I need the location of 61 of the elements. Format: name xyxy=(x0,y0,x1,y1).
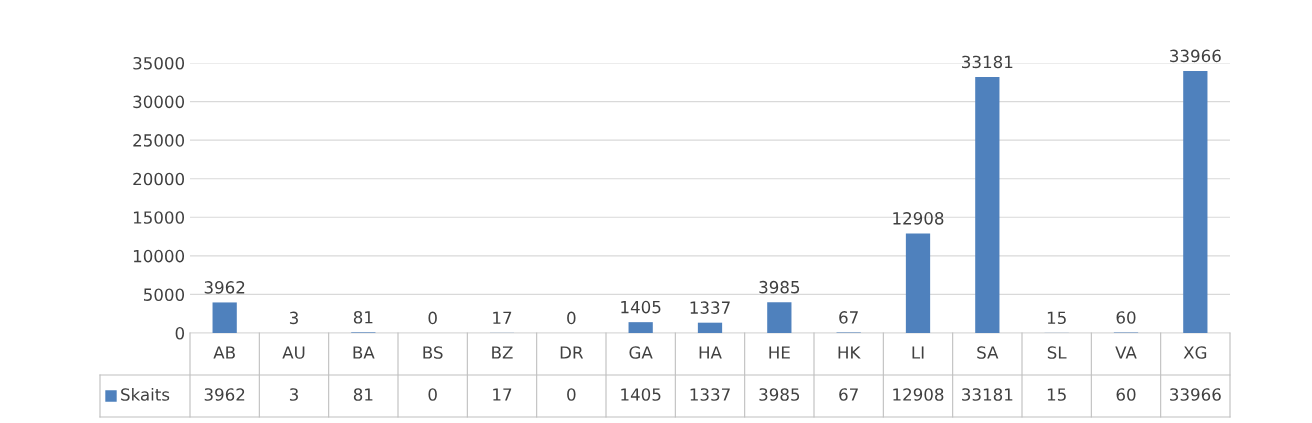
text: 3 xyxy=(289,388,298,401)
y-tick-label: 35000 xyxy=(133,56,185,70)
x-tick-label: XG xyxy=(1183,346,1207,359)
x-tick-label: HK xyxy=(838,346,861,359)
x-tick-label: DR xyxy=(560,346,584,359)
text: 0 xyxy=(428,388,437,401)
x-tick-label: AU xyxy=(282,346,305,359)
data-label: 3 xyxy=(289,311,298,325)
text: 33966 xyxy=(1170,388,1221,401)
x-tick-label: HA xyxy=(699,346,722,359)
data-label: 0 xyxy=(567,311,576,325)
data-label: 0 xyxy=(428,311,437,325)
x-tick-label: LI xyxy=(912,346,924,359)
y-tick-label: 20000 xyxy=(133,172,185,186)
x-tick-label: SL xyxy=(1047,346,1067,359)
text: 0 xyxy=(567,388,576,401)
y-tick-label: 0 xyxy=(175,326,185,340)
text: 1337 xyxy=(690,388,730,401)
y-tick-label: 25000 xyxy=(133,134,185,147)
bar xyxy=(212,302,237,333)
text: 12908 xyxy=(893,388,944,401)
data-label: 17 xyxy=(493,311,512,324)
text: 1405 xyxy=(621,388,661,401)
x-tick-label: HE xyxy=(769,346,790,359)
data-label: 33966 xyxy=(1170,49,1221,63)
text: 67 xyxy=(839,388,858,401)
text: 33181 xyxy=(962,388,1013,401)
data-label: 3985 xyxy=(759,280,800,294)
x-tick-label: GA xyxy=(629,346,653,359)
x-tick-label: BS xyxy=(423,346,443,359)
data-label: 3962 xyxy=(204,281,245,294)
data-label: 12908 xyxy=(893,212,944,225)
bar xyxy=(1183,70,1208,333)
text: 60 xyxy=(1116,388,1136,401)
bar xyxy=(975,77,1000,333)
y-tick-label: 10000 xyxy=(133,249,185,263)
y-tick-label: 30000 xyxy=(133,95,185,109)
y-tick-label: 15000 xyxy=(133,211,185,224)
x-tick-label: AB xyxy=(213,346,235,359)
x-tick-label: VA xyxy=(1115,346,1137,359)
data-label: 81 xyxy=(353,310,373,324)
text: 3985 xyxy=(759,388,800,401)
data-label: 1405 xyxy=(621,300,661,314)
x-tick-label: SA xyxy=(977,346,999,359)
x-tick-label: BZ xyxy=(492,346,513,359)
legend-label: Skaits xyxy=(121,387,170,401)
data-label: 33181 xyxy=(962,55,1013,69)
data-label: 1337 xyxy=(690,301,730,314)
x-tick-label: BA xyxy=(353,346,375,359)
bar xyxy=(767,302,792,333)
text: 81 xyxy=(353,388,373,401)
bar xyxy=(905,233,931,333)
text: 15 xyxy=(1047,388,1066,401)
data-label: 15 xyxy=(1047,311,1066,325)
data-label: 67 xyxy=(839,311,858,324)
text: 3962 xyxy=(204,388,245,401)
text: 17 xyxy=(493,388,512,401)
y-tick-label: 5000 xyxy=(144,288,185,301)
bar xyxy=(628,322,653,333)
bar xyxy=(697,322,723,333)
data-label: 60 xyxy=(1116,311,1136,324)
